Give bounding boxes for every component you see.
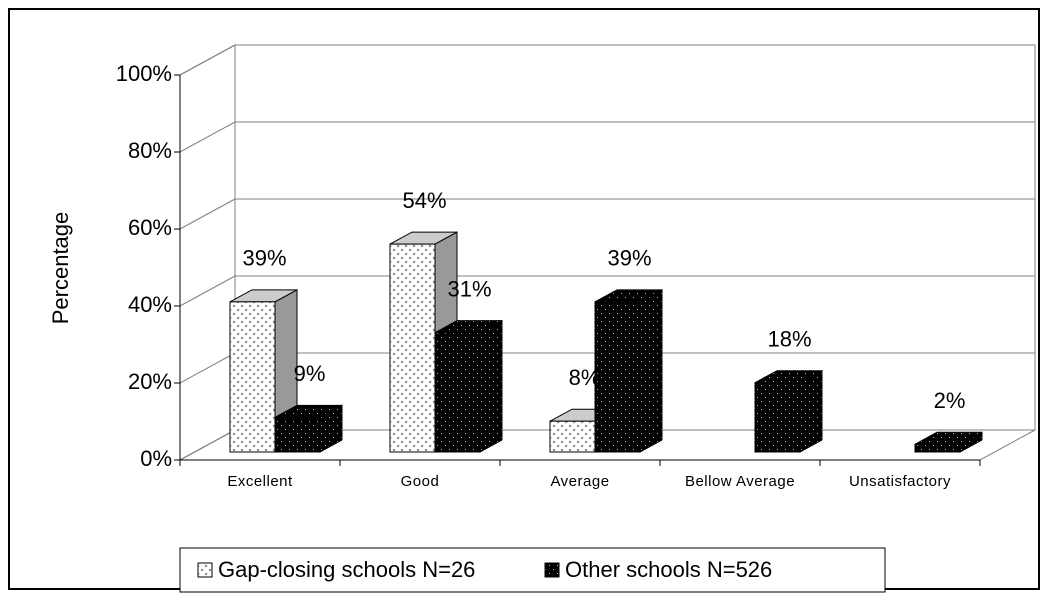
bar-side bbox=[479, 319, 503, 453]
grid-line-side bbox=[179, 121, 236, 153]
value-label: 31% bbox=[447, 276, 491, 301]
grid-line-side bbox=[179, 275, 236, 307]
value-label: 18% bbox=[767, 327, 811, 352]
bar-side bbox=[639, 289, 663, 453]
bar bbox=[914, 443, 961, 453]
value-label: 39% bbox=[607, 246, 651, 271]
y-tick-label: 100% bbox=[116, 61, 172, 86]
bar bbox=[389, 243, 436, 453]
bar bbox=[754, 382, 801, 453]
legend-label: Other schools N=526 bbox=[565, 557, 772, 582]
legend-label: Gap-closing schools N=26 bbox=[218, 557, 475, 582]
y-axis-label: Percentage bbox=[48, 212, 73, 325]
bar bbox=[229, 301, 276, 453]
legend-box bbox=[179, 547, 886, 593]
grid-line-side bbox=[179, 352, 236, 384]
y-tick-label: 60% bbox=[128, 215, 172, 240]
y-tick-label: 80% bbox=[128, 138, 172, 163]
x-tick-label: Good bbox=[401, 473, 440, 490]
grid-line-side bbox=[179, 429, 236, 461]
bar bbox=[434, 332, 481, 453]
x-tick-label: Excellent bbox=[227, 473, 293, 490]
grid-line-side bbox=[179, 44, 236, 76]
x-tick-label: Average bbox=[550, 473, 609, 490]
legend-swatch bbox=[544, 562, 560, 578]
bar bbox=[274, 416, 321, 453]
x-tick-label: Bellow Average bbox=[685, 473, 795, 490]
y-tick-label: 0% bbox=[140, 446, 172, 471]
x-tick-label: Unsatisfactory bbox=[849, 473, 951, 490]
value-label: 39% bbox=[242, 246, 286, 271]
value-label: 2% bbox=[934, 388, 966, 413]
bar bbox=[594, 301, 641, 453]
side-wall bbox=[179, 44, 236, 461]
bar bbox=[549, 420, 596, 453]
bar-side bbox=[799, 369, 823, 453]
y-tick-label: 40% bbox=[128, 292, 172, 317]
value-label: 54% bbox=[402, 188, 446, 213]
y-tick-label: 20% bbox=[128, 369, 172, 394]
value-label: 9% bbox=[294, 361, 326, 386]
grid-line-side bbox=[179, 198, 236, 230]
legend-swatch bbox=[197, 562, 213, 578]
